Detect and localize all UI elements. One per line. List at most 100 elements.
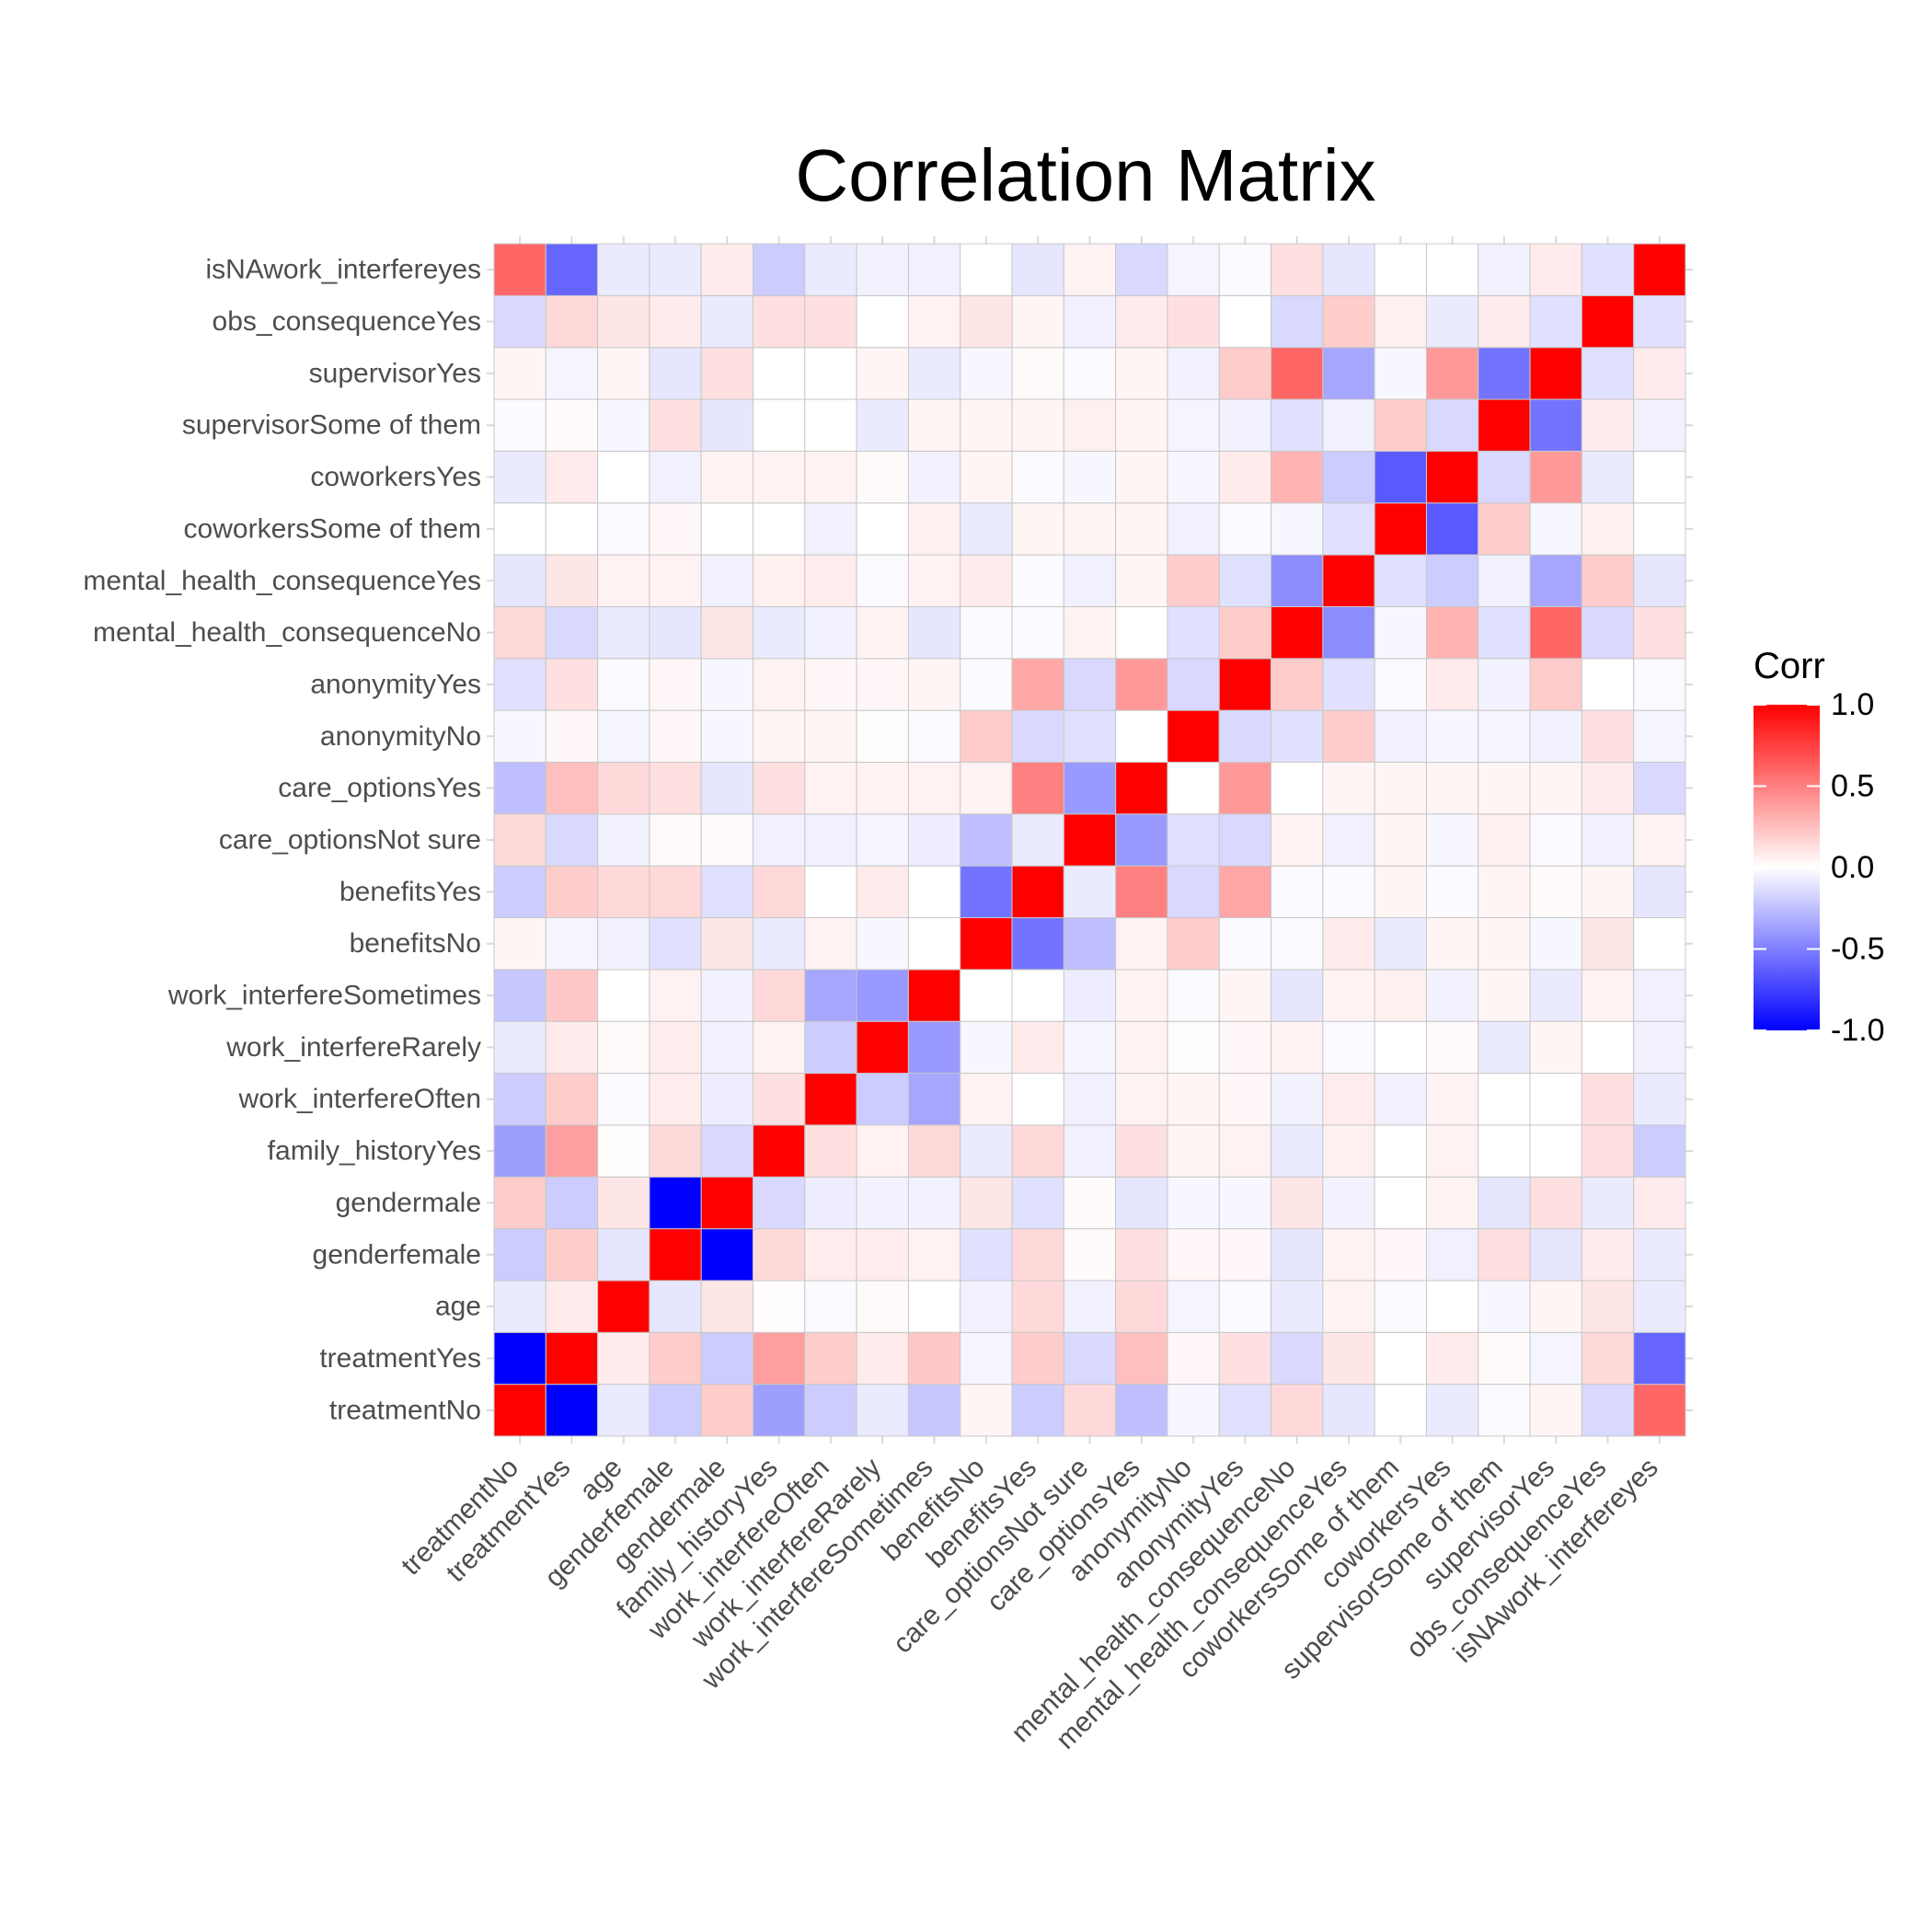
heatmap-cell <box>1581 1228 1635 1282</box>
y-tick-label: isNAwork_interfereyes <box>205 255 481 285</box>
heatmap-cell <box>1425 1384 1479 1437</box>
heatmap-cell <box>1425 1073 1479 1126</box>
heatmap-cell <box>960 1176 1013 1230</box>
heatmap-cell <box>804 865 857 919</box>
y-tick-label: age <box>435 1292 481 1322</box>
heatmap-cell <box>1167 347 1220 400</box>
heatmap-cell <box>907 1020 961 1075</box>
heatmap-cell <box>856 658 909 711</box>
heatmap-cell <box>907 658 961 711</box>
y-tick-label: anonymityNo <box>320 721 481 752</box>
heatmap-cell <box>649 1280 702 1333</box>
heatmap-cell <box>907 1228 961 1282</box>
heatmap-cell <box>753 294 806 349</box>
heatmap-cell <box>493 969 546 1022</box>
heatmap-cell <box>1011 554 1064 607</box>
heatmap-cell <box>649 761 702 815</box>
heatmap-cell <box>1218 450 1272 504</box>
heatmap-cell <box>1374 761 1427 815</box>
heatmap-cell <box>1011 761 1064 815</box>
heatmap-cell <box>1322 865 1375 919</box>
heatmap-cell <box>597 450 650 504</box>
heatmap-cell <box>649 917 702 971</box>
heatmap-cell <box>1167 813 1220 867</box>
heatmap-cell <box>960 243 1013 296</box>
heatmap-cell <box>649 502 702 556</box>
heatmap-cell <box>804 450 857 504</box>
heatmap-cell <box>804 969 857 1022</box>
heatmap-cell <box>1633 1384 1686 1437</box>
heatmap-cell <box>1425 1176 1479 1230</box>
heatmap-cell <box>1115 502 1168 556</box>
heatmap-cell <box>700 1384 754 1437</box>
heatmap-cell <box>907 969 961 1022</box>
heatmap-cell <box>1581 347 1635 400</box>
heatmap-cell <box>804 1124 857 1178</box>
heatmap-cell <box>1322 1280 1375 1333</box>
heatmap-cell <box>700 917 754 971</box>
heatmap-cell <box>1322 554 1375 607</box>
heatmap-cell <box>597 1384 650 1437</box>
heatmap-cell <box>545 658 599 711</box>
heatmap-cell <box>649 398 702 452</box>
heatmap-cell <box>1063 969 1117 1022</box>
heatmap-cell <box>907 502 961 556</box>
heatmap-cell <box>1011 398 1064 452</box>
heatmap-cell <box>1322 1020 1375 1075</box>
heatmap-cell <box>597 761 650 815</box>
heatmap-cell <box>1633 917 1686 971</box>
heatmap-cell <box>700 347 754 400</box>
heatmap-cell <box>1529 761 1582 815</box>
heatmap-cell <box>649 658 702 711</box>
heatmap-cell <box>1063 917 1117 971</box>
heatmap-cell <box>753 398 806 452</box>
heatmap-cell <box>1011 502 1064 556</box>
heatmap-cell <box>1322 709 1375 763</box>
heatmap-cell <box>1271 450 1324 504</box>
heatmap-cell <box>753 347 806 400</box>
heatmap-cell <box>493 709 546 763</box>
heatmap-cell <box>1633 1176 1686 1230</box>
heatmap-cell <box>597 658 650 711</box>
heatmap-cell <box>1633 1124 1686 1178</box>
heatmap-cell <box>1167 1331 1220 1386</box>
heatmap-cell <box>1478 813 1531 867</box>
heatmap-cell <box>597 605 650 660</box>
heatmap-cell <box>1374 709 1427 763</box>
y-tick-label: supervisorSome of them <box>182 410 481 441</box>
heatmap-cell <box>1167 1124 1220 1178</box>
heatmap-cell <box>1425 605 1479 660</box>
heatmap-cell <box>856 502 909 556</box>
heatmap-cell <box>545 1073 599 1126</box>
heatmap-cell <box>1478 243 1531 296</box>
y-tick-label: work_interfereOften <box>238 1084 481 1114</box>
heatmap-cell <box>493 1384 546 1437</box>
heatmap-cell <box>1011 1073 1064 1126</box>
heatmap-cell <box>856 813 909 867</box>
heatmap-cell <box>545 294 599 349</box>
heatmap-cell <box>856 1280 909 1333</box>
heatmap-cell <box>1063 1124 1117 1178</box>
heatmap-cell <box>1218 917 1272 971</box>
heatmap-cell <box>1425 1124 1479 1178</box>
heatmap-cell <box>1322 1384 1375 1437</box>
heatmap-cell <box>1581 1020 1635 1075</box>
heatmap-cell <box>1374 1228 1427 1282</box>
heatmap-cell <box>1581 1384 1635 1437</box>
heatmap-cell <box>597 1331 650 1386</box>
y-tick-label: family_historyYes <box>268 1136 481 1167</box>
heatmap-cell <box>856 1124 909 1178</box>
heatmap-cell <box>597 294 650 349</box>
heatmap-cell <box>1011 294 1064 349</box>
heatmap-cell <box>493 347 546 400</box>
heatmap-cell <box>1478 605 1531 660</box>
heatmap-cell <box>753 1176 806 1230</box>
heatmap-cell <box>493 813 546 867</box>
heatmap-cell <box>1167 761 1220 815</box>
heatmap-cell <box>1011 243 1064 296</box>
heatmap-cell <box>1478 917 1531 971</box>
heatmap-cell <box>649 969 702 1022</box>
heatmap-cell <box>907 398 961 452</box>
y-tick-label: gendermale <box>336 1188 481 1218</box>
